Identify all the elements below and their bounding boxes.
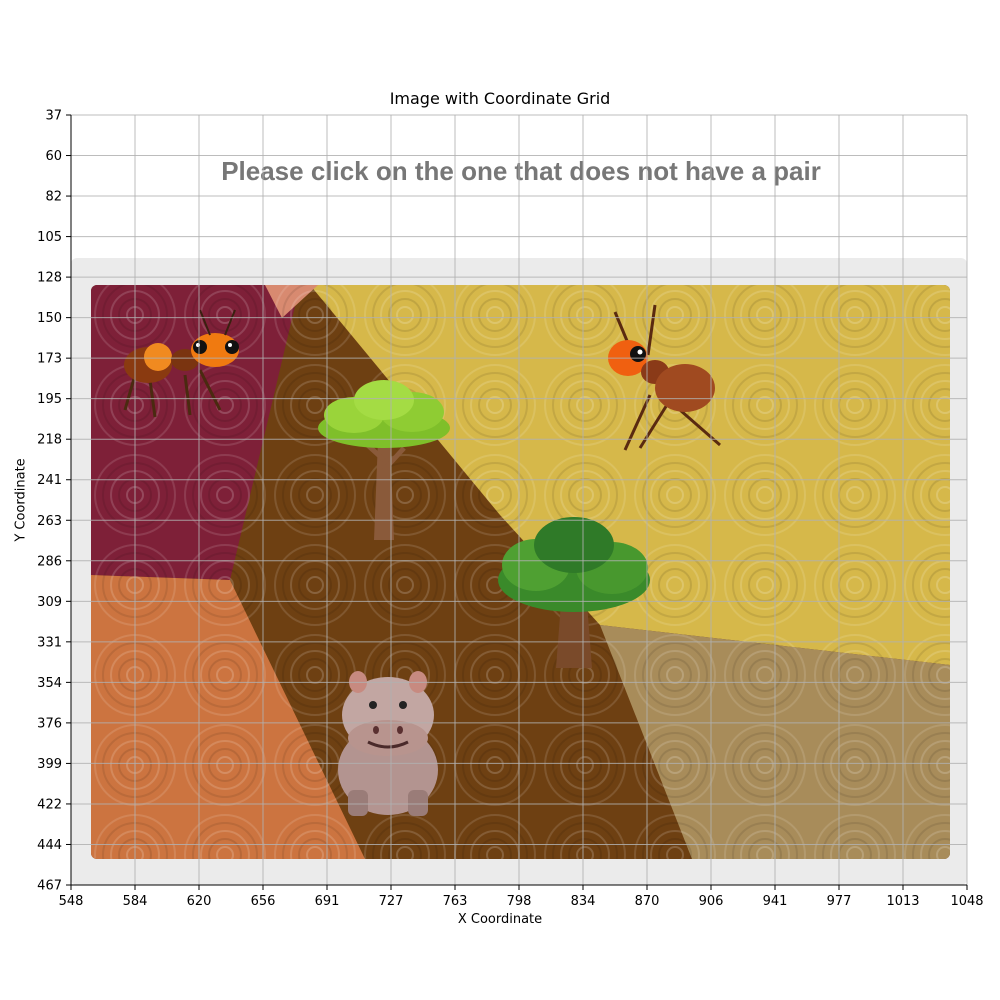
y-tick-label: 467 — [37, 879, 62, 894]
y-tick-label: 354 — [37, 676, 62, 691]
y-tick-label: 218 — [37, 433, 62, 448]
x-tick-label: 727 — [379, 894, 404, 909]
y-tick-label: 60 — [45, 149, 62, 164]
x-tick-label: 656 — [251, 894, 276, 909]
hippo-icon[interactable] — [338, 671, 438, 816]
x-tick-label: 906 — [699, 894, 724, 909]
x-tick-label: 691 — [315, 894, 340, 909]
y-tick-label: 331 — [37, 635, 62, 650]
y-tick-label: 309 — [37, 595, 62, 610]
x-tick-label: 798 — [507, 894, 532, 909]
x-tick-label: 941 — [763, 894, 788, 909]
tree-icon[interactable] — [318, 380, 450, 540]
y-tick-label: 37 — [45, 109, 62, 124]
y-tick-label: 173 — [37, 352, 62, 367]
axis-ticks: 548 584 620 656 691 727 763 798 834 870 906 941 977 1… — [37, 109, 983, 910]
x-axis-label: X Coordinate — [457, 912, 543, 927]
captcha-prompt: Please click on the one that does not ha… — [221, 156, 821, 186]
x-tick-label: 1013 — [886, 894, 919, 909]
x-tick-label: 584 — [123, 894, 148, 909]
x-tick-label: 1048 — [950, 894, 983, 909]
y-tick-label: 444 — [37, 838, 62, 853]
y-tick-label: 195 — [37, 392, 62, 407]
y-tick-label: 422 — [37, 797, 62, 812]
x-tick-label: 977 — [827, 894, 852, 909]
y-tick-label: 286 — [37, 554, 62, 569]
y-tick-label: 82 — [45, 190, 62, 205]
x-tick-label: 870 — [635, 894, 660, 909]
y-axis-label: Y Coordinate — [13, 458, 29, 542]
x-tick-label: 834 — [571, 894, 596, 909]
x-tick-label: 763 — [443, 894, 468, 909]
figure-title: Image with Coordinate Grid — [389, 89, 611, 108]
x-tick-label: 548 — [59, 894, 84, 909]
y-tick-label: 128 — [37, 271, 62, 286]
coordinate-grid — [70, 114, 968, 886]
x-tick-label: 620 — [187, 894, 212, 909]
y-tick-label: 105 — [37, 230, 62, 245]
y-tick-label: 376 — [37, 716, 62, 731]
y-tick-label: 263 — [37, 514, 62, 529]
y-tick-label: 150 — [37, 311, 62, 326]
y-tick-label: 241 — [37, 473, 62, 488]
y-tick-label: 399 — [37, 757, 62, 772]
